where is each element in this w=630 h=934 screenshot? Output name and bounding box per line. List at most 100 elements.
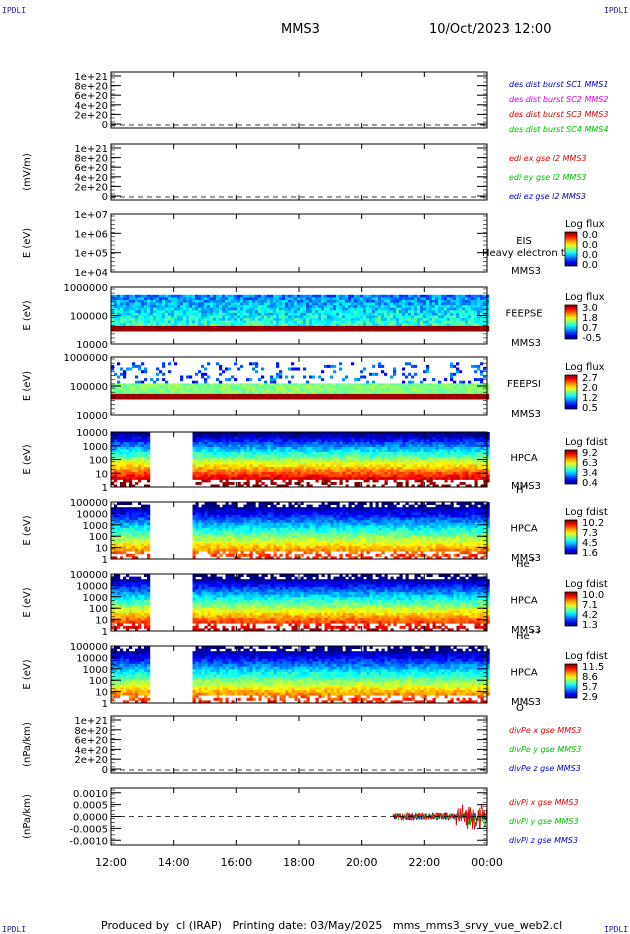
colorbar-tick-label: 6.3 — [582, 458, 598, 469]
y-tick-label: 0 — [102, 192, 108, 203]
colorbar-tick-label: 8.6 — [582, 672, 598, 683]
y-tick-label: 8e+20 — [74, 82, 108, 93]
spacecraft-label: MMS3 — [511, 409, 541, 420]
colorbar-tick-label: 7.3 — [582, 528, 598, 539]
panel-5: 1000000 100000 10000 E (eV) FEEPSI MMS3 Log fl… — [22, 353, 605, 422]
y-tick-label: 1 — [102, 699, 108, 710]
colorbar-title: Log fdist — [565, 507, 608, 518]
spacecraft-label: MMS3 — [511, 697, 541, 708]
species-label: He++ — [516, 628, 542, 642]
y-tick-label: 10000 — [76, 340, 108, 351]
y-tick-label: 1e+21 — [74, 144, 108, 155]
species-charge: ++ — [530, 628, 542, 636]
y-tick-label: 0.0000 — [73, 813, 108, 824]
y-tick-label: 4e+20 — [74, 173, 108, 184]
y-tick-label: 100 — [89, 604, 108, 615]
y-tick-label: 100000 — [70, 570, 108, 581]
x-tick-label: 14:00 — [158, 856, 190, 869]
species-charge: + — [524, 482, 530, 490]
colorbar-tick-label: 2.7 — [582, 373, 598, 384]
legend-entry: edi ex gse l2 MMS3 — [509, 154, 587, 163]
spacecraft-label: MMS3 — [511, 481, 541, 492]
instrument-label: HPCA — [510, 453, 538, 464]
instrument-label: HPCA — [510, 668, 538, 679]
colorbar-tick-label: -0.5 — [582, 333, 602, 344]
spacecraft-label: MMS3 — [511, 338, 541, 349]
y-tick-label: 1000000 — [63, 283, 108, 294]
y-axis-label: (mV/m) — [22, 153, 33, 191]
corner-label-tl: IPDLI — [2, 6, 27, 15]
colorbar — [564, 519, 578, 555]
legend-entry: divPe z gse MMS3 — [509, 764, 581, 773]
y-tick-label: 0.0005 — [73, 801, 108, 812]
species-label: H+ — [516, 482, 530, 496]
colorbar-title: Log fdist — [565, 579, 608, 590]
legend-entry: des dist burst SC3 MMS3 — [509, 110, 608, 119]
colorbar-tick-label: 4.2 — [582, 610, 598, 621]
panel-frame — [110, 143, 488, 201]
colorbar-tick-label: 0.7 — [582, 323, 598, 334]
legend-entry: divPi x gse MMS3 — [509, 798, 579, 807]
instrument-label: HPCA — [510, 596, 538, 607]
y-tick-label: 6e+20 — [74, 736, 108, 747]
panel-frame — [110, 213, 488, 273]
panel-3: 1e+07 1e+06 1e+05 1e+04 E (eV) EIS MMS3 Heavy e… — [22, 210, 605, 279]
legend-entry: divPe x gse MMS3 — [509, 726, 581, 735]
y-tick-label: 10000 — [76, 581, 108, 592]
colorbar-tick-label: 7.1 — [582, 600, 598, 611]
colorbar — [564, 374, 578, 410]
y-tick-label: 1e+07 — [74, 210, 108, 221]
y-tick-label: 100000 — [70, 382, 108, 393]
colorbar-tick-label: 3.0 — [582, 303, 598, 314]
y-tick-label: 1000 — [83, 521, 108, 532]
y-tick-label: -0.0005 — [69, 824, 108, 835]
y-tick-label: 10000 — [76, 428, 108, 439]
y-axis-label: E (eV) — [22, 300, 33, 330]
colorbar-tick-label: 2.9 — [582, 692, 598, 703]
y-axis-label: E (eV) — [22, 371, 33, 401]
colorbar-tick-label: 4.5 — [582, 538, 598, 549]
footer: Produced by cl (IRAP) Printing date: 03/… — [101, 919, 562, 932]
colorbar-tick-label: 10.2 — [582, 518, 604, 529]
y-tick-label: 1000 — [83, 442, 108, 453]
y-axis-label: E (eV) — [22, 228, 33, 258]
footer-produced: Produced by cl (IRAP) — [101, 919, 222, 932]
y-tick-label: 2e+20 — [74, 182, 108, 193]
y-tick-label: 1e+21 — [74, 716, 108, 727]
instrument-label: FEEPSI — [507, 379, 541, 390]
corner-label-bl: IPDLI — [2, 925, 27, 934]
y-tick-label: 1000 — [83, 665, 108, 676]
y-tick-label: 4e+20 — [74, 745, 108, 756]
y-axis-label: (nPa/km) — [22, 722, 33, 767]
colorbar-tick-label: 1.2 — [582, 393, 598, 404]
colorbar-title: Log fdist — [565, 437, 608, 448]
y-tick-label: 1 — [102, 483, 108, 494]
y-tick-label: 8e+20 — [74, 726, 108, 737]
spacecraft-label: MMS3 — [511, 625, 541, 636]
y-tick-label: 1000000 — [63, 353, 108, 364]
colorbar-tick-label: 5.7 — [582, 682, 598, 693]
colorbar-tick-label: 9.2 — [582, 448, 598, 459]
legend-entry: des dist burst SC4 MMS4 — [509, 125, 608, 134]
y-axis-label: (nPa/km) — [22, 794, 33, 839]
colorbar-tick-label: 0.4 — [582, 478, 598, 489]
y-tick-label: 6e+20 — [74, 163, 108, 174]
colorbar-tick-label: 10.0 — [582, 590, 604, 601]
panel-4: 1000000 100000 10000 E (eV) FEEPSE MMS3 Log fl… — [22, 283, 605, 351]
corner-label-br: IPDLI — [604, 925, 629, 934]
colorbar — [564, 591, 578, 627]
y-tick-label: 10 — [95, 688, 108, 699]
x-tick-label: 18:00 — [283, 856, 315, 869]
y-tick-label: 10 — [95, 544, 108, 555]
colorbar-title: Log flux — [565, 292, 605, 303]
legend-entry: divPi z gse MMS3 — [509, 836, 578, 845]
legend-entry: des dist burst SC1 MMS1 — [509, 80, 608, 89]
y-axis-label: E (eV) — [22, 587, 33, 617]
footer-printing-date: Printing date: 03/May/2025 — [232, 919, 383, 932]
